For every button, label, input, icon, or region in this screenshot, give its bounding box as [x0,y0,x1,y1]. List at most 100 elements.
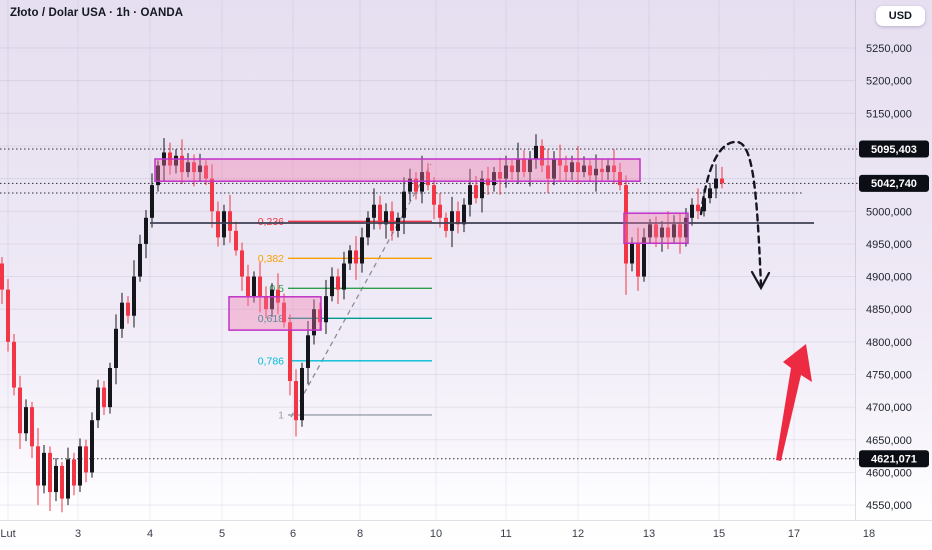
candle-body [12,341,16,388]
candle-body [450,211,454,231]
candle-body [570,162,574,173]
time-axis-label[interactable]: 8 [357,528,363,540]
candle-body [354,250,358,264]
zone-right[interactable] [623,212,689,244]
candle-body [630,243,634,264]
candle-body [432,185,436,205]
candle-body [174,155,178,166]
candle-body [306,335,310,368]
price-axis-label: 4600,000 [866,467,912,479]
price-axis-label: 4850,000 [866,304,912,316]
candle-body [612,165,616,173]
candle-body [192,162,196,173]
candle-body [0,263,4,290]
candle-body [222,211,226,238]
time-axis-label[interactable]: 5 [219,528,225,540]
projection-curve-arrow[interactable] [699,140,763,288]
price-axis-label: 5200,000 [866,76,912,88]
candle-body [522,159,526,173]
price-axis-label: 4800,000 [866,337,912,349]
candle-body [516,159,520,173]
fib-trend-line[interactable] [290,163,432,418]
candle-body [552,159,556,179]
candle-body [702,198,706,212]
time-axis-label[interactable]: 13 [643,528,655,540]
candle-body [240,250,244,277]
candle-body [474,185,478,199]
candle-body [150,185,154,218]
candle-body [42,452,46,486]
candle-body [582,165,586,173]
candle-body [324,296,328,323]
candle-body [318,309,322,323]
candle-body [396,217,400,231]
time-axis-label[interactable]: 18 [863,528,875,540]
currency-button[interactable]: USD [875,6,925,26]
candle-body [480,178,484,199]
time-axis-label[interactable]: 3 [75,528,81,540]
candle-body [504,165,508,179]
candle-body [390,211,394,231]
candle-body [84,446,88,473]
candle-body [408,178,412,192]
candle-body [624,185,628,264]
candle-body [678,224,682,238]
candle-body [684,217,688,238]
candle-body [510,165,514,173]
candle-body [330,276,334,297]
candle-body [186,162,190,173]
candle-body [402,191,406,218]
candle-body [72,459,76,486]
demand-zone-middle[interactable] [228,296,322,331]
fib-level-label: 0,618 [258,313,284,325]
price-tag-label: 5095,403 [871,144,917,156]
candle-body [312,309,316,336]
fib-level-label: 0,236 [258,216,284,228]
candle-body [600,168,604,173]
price-tag-label: 5042,740 [871,178,917,190]
candle-body [252,276,256,297]
candle-body [30,407,34,447]
candle-body [498,172,502,179]
candle-body [66,459,70,499]
candle-body [642,237,646,277]
grid [0,0,855,520]
price-axis-label: 4950,000 [866,239,912,251]
candle-body [528,159,532,173]
candle-body [438,204,442,218]
candle-body [492,172,496,186]
candle-body [576,162,580,173]
candle-body [54,465,58,493]
supply-zone-top[interactable] [154,158,641,182]
candle-body [534,145,538,160]
candle-body [468,185,472,205]
time-axis-label[interactable]: 6 [290,528,296,540]
red-up-arrow-icon[interactable] [776,344,812,461]
candle-body [120,302,124,329]
candle-body [708,188,712,199]
time-axis-label[interactable]: 11 [500,528,511,540]
candle-body [672,224,676,238]
time-axis-label[interactable]: Lut [0,528,15,540]
fib-level-label: 1 [278,409,284,421]
fib-level-label: 0,382 [258,253,284,265]
time-axis-label[interactable]: 10 [430,528,442,540]
price-axis-label: 4650,000 [866,435,912,447]
candle-body [606,165,610,173]
time-axis-label[interactable]: 4 [147,528,153,540]
candle-body [216,211,220,238]
time-axis-label[interactable]: 12 [572,528,584,540]
candle-body [588,165,592,176]
candle-body [6,289,10,342]
candle-body [564,165,568,173]
candle-body [462,204,466,225]
candle-body [60,465,64,499]
candle-body [720,178,724,184]
time-axis-label[interactable]: 15 [713,528,725,540]
time-axis-label[interactable]: 17 [788,528,800,540]
candle-body [144,217,148,244]
currency-button-label: USD [888,10,912,22]
symbol-title[interactable]: Złoto / Dolar USA · 1h · OANDA [10,7,184,19]
